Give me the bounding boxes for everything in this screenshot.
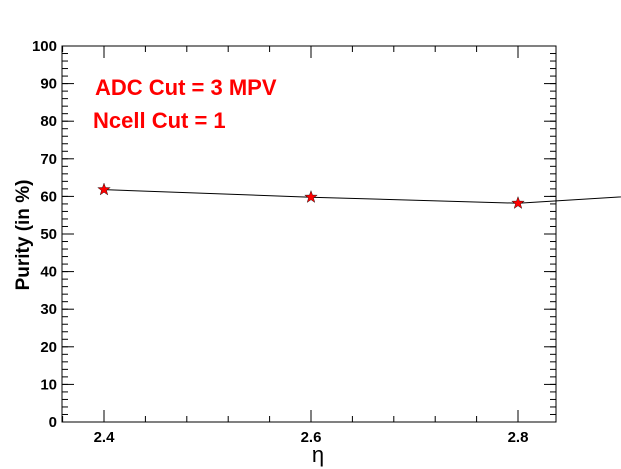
data-point-marker xyxy=(97,182,111,196)
y-tick-label: 100 xyxy=(32,38,57,55)
x-axis-ticks: 2.42.62.833.23.43.63.84 xyxy=(94,46,529,446)
y-tick-label: 10 xyxy=(40,376,57,393)
y-tick-label: 50 xyxy=(40,226,57,243)
y-tick-label: 70 xyxy=(40,151,57,168)
y-minor-ticks xyxy=(62,45,556,423)
annotation-ncell-cut: Ncell Cut = 1 xyxy=(93,108,226,133)
y-tick-label: 80 xyxy=(40,113,57,130)
x-tick-label: 2.6 xyxy=(301,429,322,446)
series-layer xyxy=(97,182,621,209)
series-line xyxy=(103,189,621,204)
y-axis-title: Purity (in %) xyxy=(13,180,34,291)
x-tick-label: 2.4 xyxy=(94,429,116,446)
y-axis-ticks: 0 10 20 30 40 50 60 70 80 90 100 xyxy=(32,38,556,431)
x-minor-ticks xyxy=(62,46,519,422)
y-tick-label: 90 xyxy=(40,76,57,93)
data-point-marker xyxy=(304,190,318,203)
x-tick-label: 2.8 xyxy=(508,429,529,446)
y-tick-label: 0 xyxy=(49,414,57,431)
y-tick-label: 60 xyxy=(40,188,57,205)
y-tick-label: 40 xyxy=(40,264,57,281)
annotation-adc-cut: ADC Cut = 3 MPV xyxy=(95,75,277,100)
y-tick-label: 30 xyxy=(40,301,57,318)
data-point-marker xyxy=(511,196,525,209)
plot-frame xyxy=(61,45,557,423)
x-axis-title: η xyxy=(312,442,324,467)
y-tick-label: 20 xyxy=(40,339,57,356)
